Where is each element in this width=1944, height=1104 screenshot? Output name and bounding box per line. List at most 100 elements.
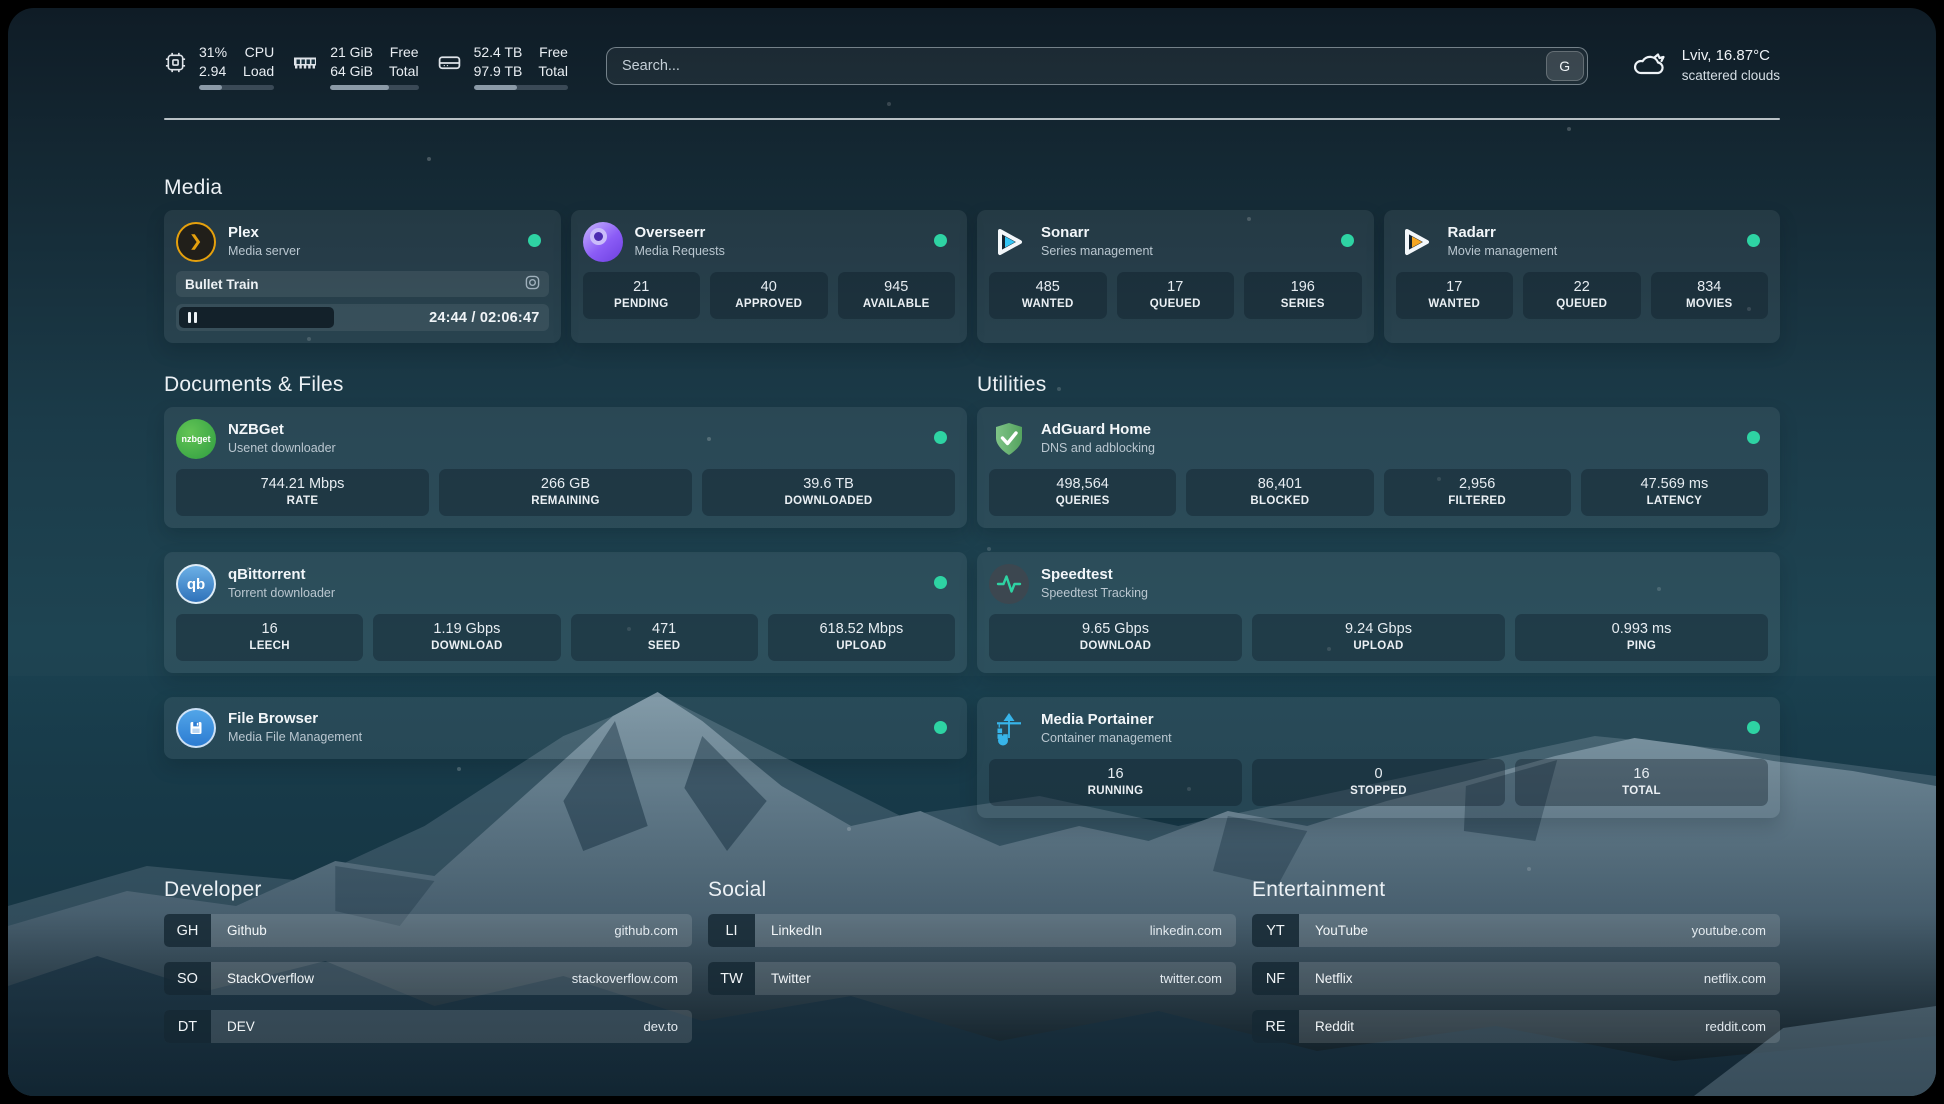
plex-playback-time: 24:44 / 02:06:47	[429, 310, 539, 326]
nzbget-status-dot	[934, 431, 947, 444]
bookmark-dev[interactable]: DT DEV dev.to	[164, 1010, 692, 1043]
qbittorrent-card[interactable]: qb qBittorrent Torrent downloader 16LEEC…	[164, 552, 967, 673]
radarr-stat-movies: 834MOVIES	[1651, 272, 1769, 319]
github-name: Github	[211, 914, 267, 947]
documents-column: Documents & Files nzbget NZBGet Usenet d…	[164, 373, 967, 818]
plex-card[interactable]: Plex Media server Bullet Train	[164, 210, 561, 343]
weather-condition: scattered clouds	[1682, 66, 1780, 86]
radarr-card[interactable]: Radarr Movie management 17WANTED 22QUEUE…	[1384, 210, 1781, 343]
speedtest-card[interactable]: Speedtest Speedtest Tracking 9.65 GbpsDO…	[977, 552, 1780, 673]
memory-widget: 21 GiB 64 GiB Free Total	[292, 43, 418, 90]
qbittorrent-stat-upload: 618.52 MbpsUPLOAD	[768, 614, 955, 661]
netflix-abbr: NF	[1252, 962, 1299, 995]
disk-free-label: Free	[538, 43, 568, 62]
portainer-stat-running: 16RUNNING	[989, 759, 1242, 806]
nzbget-icon: nzbget	[176, 419, 216, 459]
cpu-icon	[164, 51, 187, 79]
plex-name: Plex	[228, 223, 300, 242]
resource-widgets: 31% 2.94 CPU Load	[164, 43, 568, 90]
stackoverflow-abbr: SO	[164, 962, 211, 995]
disk-widget: 52.4 TB 97.9 TB Free Total	[437, 43, 568, 90]
sonarr-stat-queued: 17QUEUED	[1117, 272, 1235, 319]
social-section-title: Social	[708, 878, 1236, 902]
bookmark-netflix[interactable]: NF Netflix netflix.com	[1252, 962, 1780, 995]
filebrowser-card[interactable]: File Browser Media File Management	[164, 697, 967, 759]
weather-location-temp: Lviv, 16.87°C	[1682, 46, 1780, 66]
nzbget-stat-rate: 744.21 MbpsRATE	[176, 469, 429, 516]
portainer-name: Media Portainer	[1041, 710, 1172, 729]
plex-subtitle: Media server	[228, 242, 300, 261]
pause-button[interactable]	[179, 307, 334, 328]
adguard-card[interactable]: AdGuard Home DNS and adblocking 498,564Q…	[977, 407, 1780, 528]
memory-icon	[292, 51, 318, 79]
top-bar: 31% 2.94 CPU Load	[164, 38, 1780, 94]
radarr-icon	[1396, 222, 1436, 262]
disk-icon	[437, 51, 462, 79]
bookmark-linkedin[interactable]: LI LinkedIn linkedin.com	[708, 914, 1236, 947]
snow-particles	[8, 8, 10, 10]
filebrowser-subtitle: Media File Management	[228, 728, 362, 747]
reddit-name: Reddit	[1299, 1010, 1354, 1043]
cpu-load-label: Load	[243, 62, 274, 81]
weather-widget: Lviv, 16.87°C scattered clouds	[1630, 46, 1780, 86]
adguard-icon	[989, 419, 1029, 459]
search-input[interactable]	[606, 47, 1588, 85]
memory-total-value: 64 GiB	[330, 62, 373, 81]
radarr-stat-wanted: 17WANTED	[1396, 272, 1514, 319]
memory-total-label: Total	[389, 62, 419, 81]
cloud-icon	[1630, 49, 1670, 84]
speedtest-icon	[989, 564, 1029, 604]
adguard-stat-blocked: 86,401BLOCKED	[1186, 469, 1373, 516]
media-section: Plex Media server Bullet Train	[164, 210, 1780, 343]
nzbget-subtitle: Usenet downloader	[228, 439, 336, 458]
reddit-url: reddit.com	[1705, 1010, 1780, 1043]
sonarr-stat-series: 196SERIES	[1244, 272, 1362, 319]
netflix-name: Netflix	[1299, 962, 1353, 995]
dev-abbr: DT	[164, 1010, 211, 1043]
portainer-card[interactable]: Media Portainer Container management 16R…	[977, 697, 1780, 818]
twitter-name: Twitter	[755, 962, 811, 995]
developer-bookmarks: Developer GH Github github.com SO StackO…	[164, 878, 692, 1043]
qbittorrent-status-dot	[934, 576, 947, 589]
dev-url: dev.to	[644, 1010, 692, 1043]
bookmark-youtube[interactable]: YT YouTube youtube.com	[1252, 914, 1780, 947]
bookmark-reddit[interactable]: RE Reddit reddit.com	[1252, 1010, 1780, 1043]
portainer-stat-stopped: 0STOPPED	[1252, 759, 1505, 806]
qbittorrent-stat-leech: 16LEECH	[176, 614, 363, 661]
speedtest-name: Speedtest	[1041, 565, 1148, 584]
disk-progress-track	[474, 85, 568, 90]
topbar-divider	[164, 118, 1780, 120]
speedtest-stat-ping: 0.993 msPING	[1515, 614, 1768, 661]
adguard-stat-filtered: 2,956FILTERED	[1384, 469, 1571, 516]
portainer-status-dot	[1747, 721, 1760, 734]
overseerr-subtitle: Media Requests	[635, 242, 725, 261]
nzbget-stat-downloaded: 39.6 TBDOWNLOADED	[702, 469, 955, 516]
filebrowser-status-dot	[934, 721, 947, 734]
nzbget-stat-remaining: 266 GBREMAINING	[439, 469, 692, 516]
cpu-progress-fill	[199, 85, 222, 90]
cpu-load-value: 2.94	[199, 62, 227, 81]
github-abbr: GH	[164, 914, 211, 947]
stackoverflow-name: StackOverflow	[211, 962, 314, 995]
cpu-progress-track	[199, 85, 274, 90]
bookmark-github[interactable]: GH Github github.com	[164, 914, 692, 947]
portainer-icon	[989, 709, 1029, 749]
documents-section-title: Documents & Files	[164, 373, 967, 397]
twitter-abbr: TW	[708, 962, 755, 995]
bookmark-twitter[interactable]: TW Twitter twitter.com	[708, 962, 1236, 995]
bookmark-stackoverflow[interactable]: SO StackOverflow stackoverflow.com	[164, 962, 692, 995]
adguard-name: AdGuard Home	[1041, 420, 1155, 439]
memory-free-value: 21 GiB	[330, 43, 373, 62]
sonarr-card[interactable]: Sonarr Series management 485WANTED 17QUE…	[977, 210, 1374, 343]
overseerr-stat-pending: 21PENDING	[583, 272, 701, 319]
dev-name: DEV	[211, 1010, 255, 1043]
sonarr-stat-wanted: 485WANTED	[989, 272, 1107, 319]
overseerr-card[interactable]: Overseerr Media Requests 21PENDING 40APP…	[571, 210, 968, 343]
plex-session-view-icon[interactable]	[525, 275, 540, 293]
qbittorrent-stat-seed: 471SEED	[571, 614, 758, 661]
sonarr-icon	[989, 222, 1029, 262]
nzbget-card[interactable]: nzbget NZBGet Usenet downloader 744.21 M…	[164, 407, 967, 528]
overseerr-name: Overseerr	[635, 223, 725, 242]
adguard-subtitle: DNS and adblocking	[1041, 439, 1155, 458]
search-provider-button[interactable]: G	[1546, 51, 1584, 81]
